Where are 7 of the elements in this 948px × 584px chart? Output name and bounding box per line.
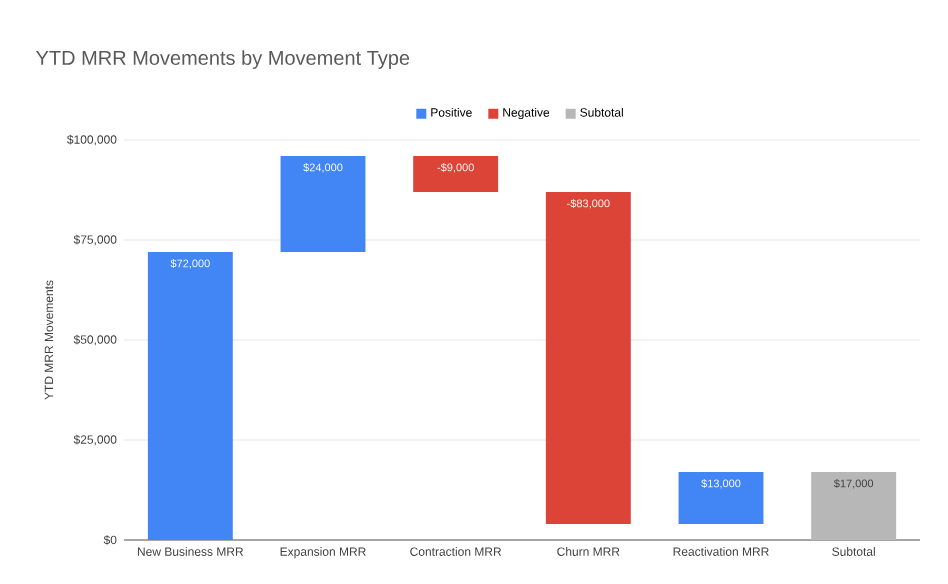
bar [545, 192, 631, 524]
bar [280, 156, 366, 252]
bar [147, 252, 233, 540]
chart-title: YTD MRR Movements by Movement Type [35, 50, 410, 69]
bar [678, 472, 764, 524]
bar [811, 472, 897, 540]
bar [413, 156, 499, 192]
